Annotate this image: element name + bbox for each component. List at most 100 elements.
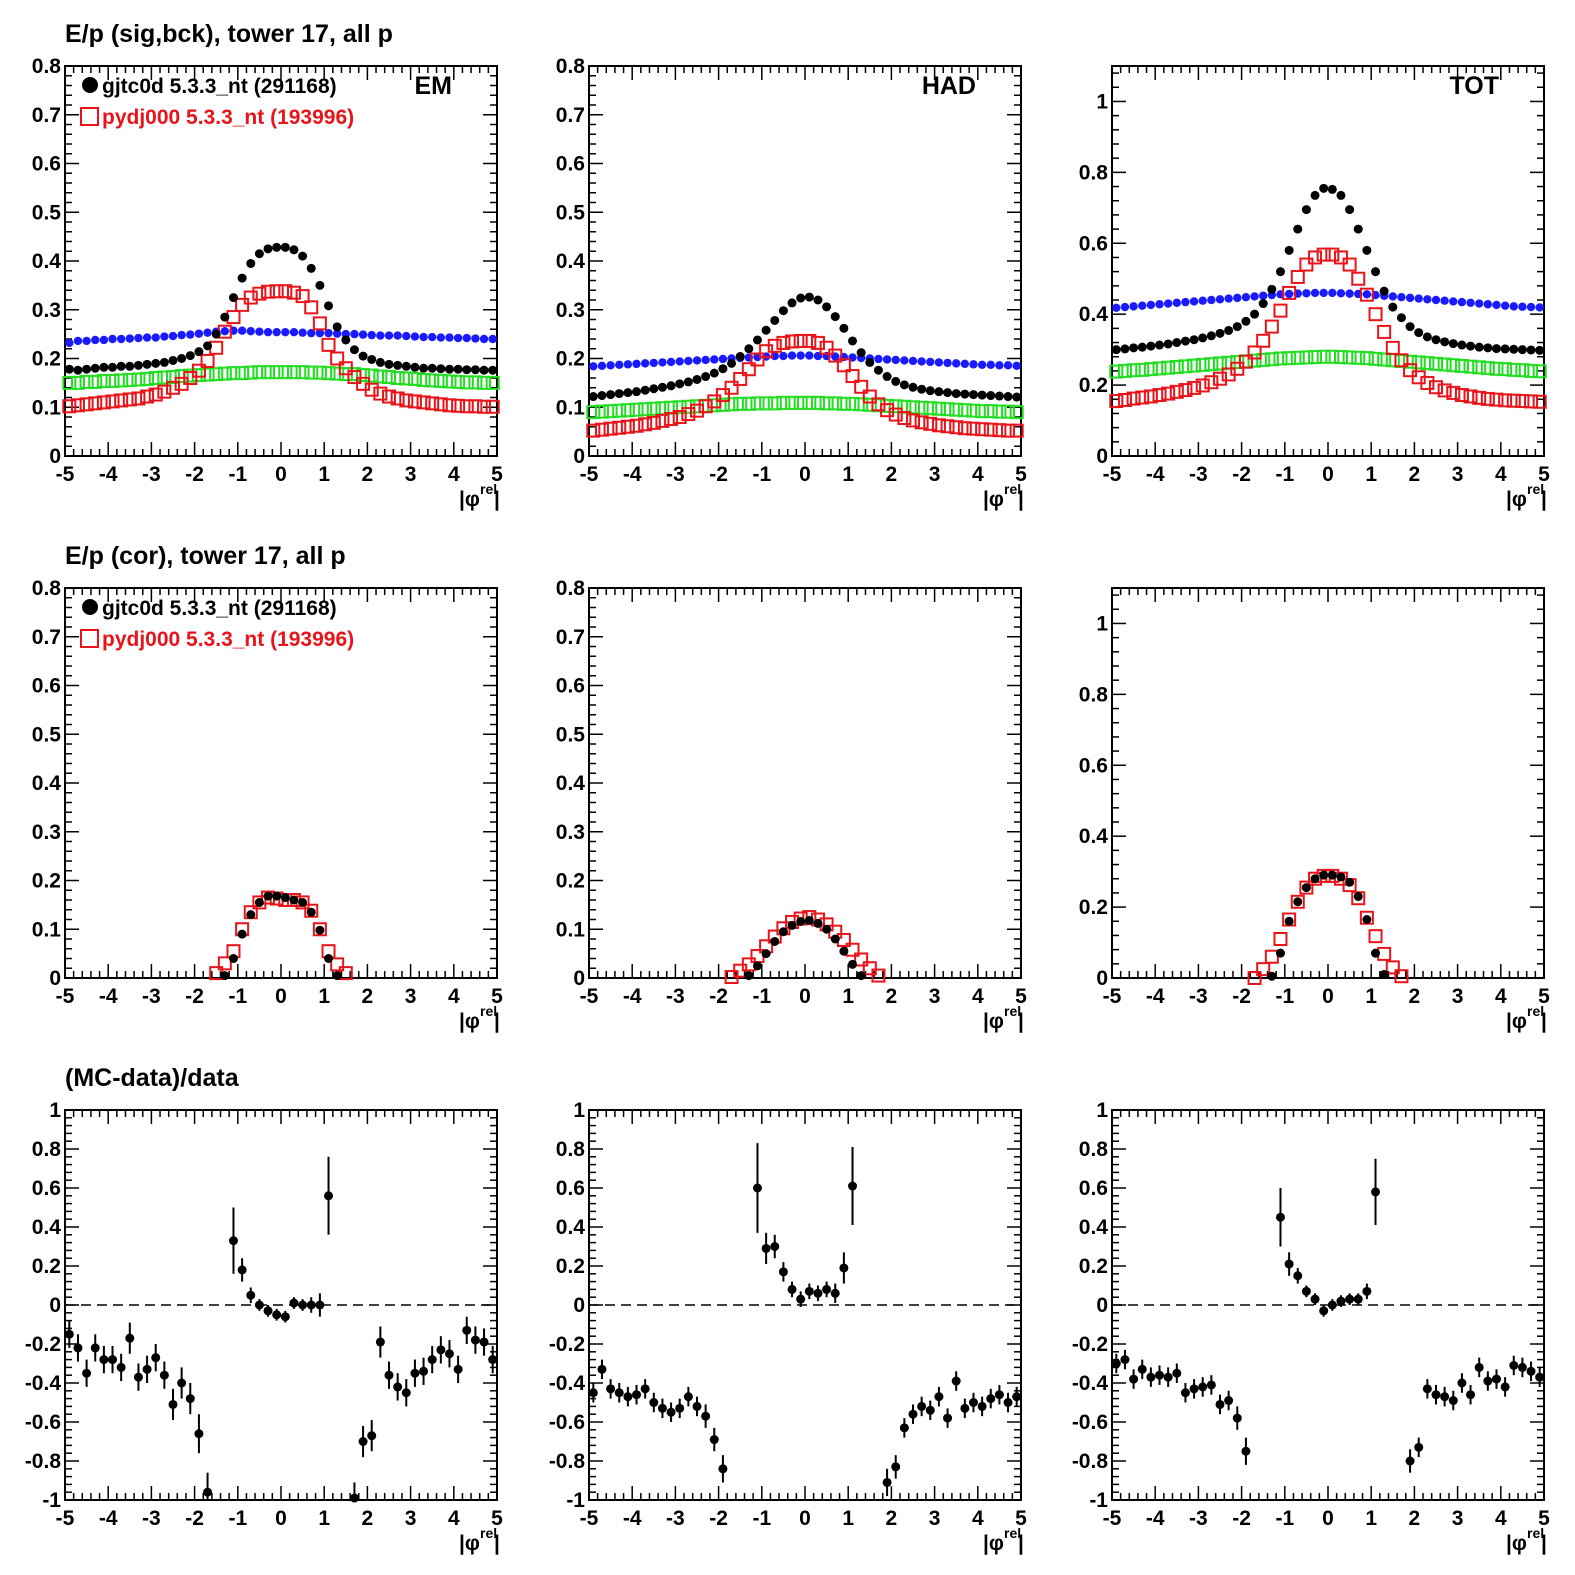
data-point-mc [1394,969,1409,984]
data-point-mc_bck [646,401,661,416]
data-point-data_bck [666,357,676,367]
y-tick-label: 0.4 [1079,825,1109,848]
data-point-data_bck [1207,295,1216,305]
plot-frame [1111,587,1545,979]
x-tick-label: -1 [1275,1507,1294,1530]
data-point-mc_bck [1143,362,1158,377]
y-tick-label: -0.4 [1072,1372,1109,1395]
x-tick-label: -4 [1146,1507,1165,1530]
y-tick-label: 0.7 [556,626,585,649]
data-point-mc_bck [1109,364,1124,379]
data-point-data_bck [1518,302,1527,311]
data-point-mc [871,968,886,983]
data-point-ratio [1198,1382,1208,1392]
x-tick-label: -1 [228,985,247,1008]
data-point-data [1466,341,1476,351]
data-point-mc [1506,393,1521,408]
data-point-ratio [151,1353,161,1363]
y-tick-label: 0.4 [32,250,62,273]
data-point-data_bck [307,328,316,338]
data-point-data [306,907,316,917]
data-point-data_bck [1362,290,1372,299]
y-tick-label: 0.1 [556,918,586,941]
data-point-data [1155,340,1165,350]
data-point-mc_bck [157,370,172,385]
data-point-data_bck [796,351,805,360]
data-point-data_bck [1535,303,1544,312]
data-point-ratio [1155,1370,1165,1380]
x-tick-label: 4 [448,1507,460,1530]
data-point-data [1457,340,1467,350]
data-point-mc_bck [416,372,431,387]
data-point-mc_bck [802,395,817,410]
data-point-data_bck [263,327,273,337]
data-point-data [761,949,771,959]
y-tick-label: 0.6 [556,153,585,176]
data-point-ratio [142,1364,152,1374]
x-tick-label: -5 [56,985,75,1008]
data-point-mc_bck [1308,350,1323,365]
x-tick-label: 0 [275,463,287,486]
data-point-mc [79,397,94,412]
data-point-data [237,929,247,939]
data-point-mc_bck [819,396,834,411]
x-tick-label: 3 [929,985,941,1008]
data-point-mc [1238,354,1253,369]
data-point-data [280,893,290,903]
data-point-ratio [943,1413,953,1423]
data-point-data_bck [1003,361,1013,370]
data-point-mc [1109,394,1124,409]
data-point-mc [1316,247,1331,262]
data-point-ratio [960,1403,970,1413]
data-point-mc [1204,375,1219,390]
x-tick-label: -1 [228,463,247,486]
data-point-data [709,368,719,378]
x-tick-label: -3 [1189,985,1208,1008]
data-point-data [943,388,953,398]
row-3-title: (MC-data)/data [65,1064,239,1092]
data-point-mc_bck [715,397,730,412]
data-point-ratio [1275,1212,1285,1222]
data-point-data_bck [1012,361,1021,371]
x-axis-label: |φ [459,1010,480,1033]
data-point-mc_bck [1161,360,1176,375]
data-point-mc [96,395,111,410]
data-point-mc_bck [1454,358,1469,373]
x-tick-label: 5 [491,1507,503,1530]
data-point-data_bck [177,330,186,340]
data-point-ratio [246,1290,256,1300]
data-point-data [666,381,676,391]
data-point-data [848,336,858,346]
data-point-data [1224,325,1234,335]
data-point-mc [269,284,284,299]
data-point-data [142,359,152,369]
x-tick-label: 1 [1365,1507,1377,1530]
x-axis-label-bar: | [1541,1010,1547,1033]
data-point-ratio [116,1362,126,1372]
data-point-ratio [315,1300,325,1310]
data-point-mc_bck [629,402,644,417]
data-point-mc [62,399,77,414]
data-point-mc [923,416,938,431]
data-point-ratio [951,1376,961,1386]
data-point-data [116,361,126,371]
data-point-data [151,358,161,368]
data-point-ratio [108,1355,118,1365]
data-point-ratio [1491,1374,1501,1384]
data-point-mc_bck [906,400,920,415]
data-point-data_bck [1492,300,1501,310]
legend-marker-mc [80,107,99,126]
data-point-mc_bck [923,401,938,416]
x-tick-label: 5 [1538,463,1550,486]
data-point-ratio [1500,1382,1510,1392]
data-point-mc_bck [312,365,327,380]
x-tick-label: 5 [1538,1507,1550,1530]
data-point-data_bck [237,326,247,335]
data-point-ratio [73,1343,83,1353]
data-point-ratio [177,1378,187,1388]
data-point-data [384,359,394,369]
y-tick-label: 0.1 [32,918,62,941]
data-point-data [298,251,308,261]
data-point-mc_bck [914,400,929,415]
